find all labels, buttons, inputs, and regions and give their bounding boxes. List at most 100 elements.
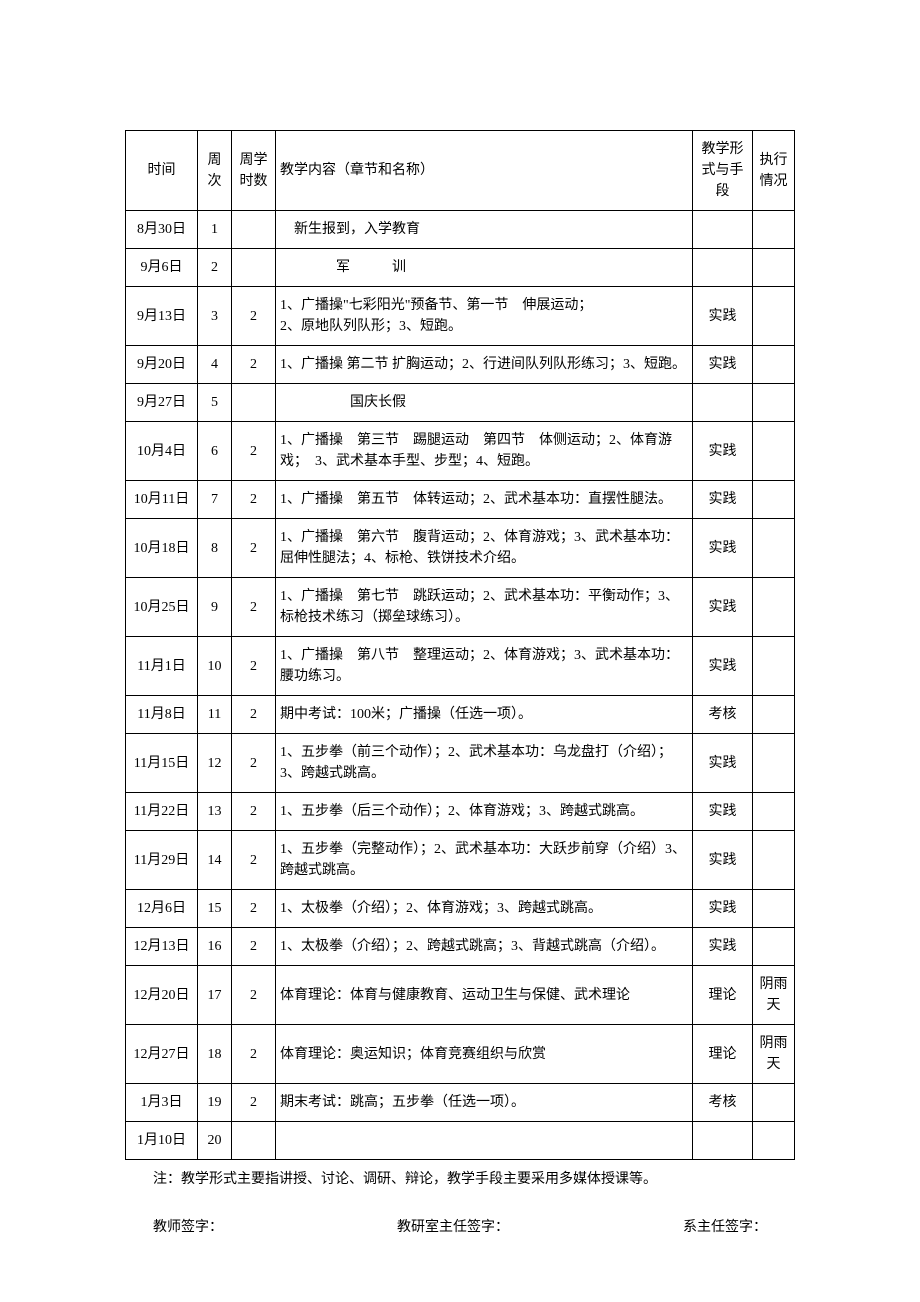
cell-content: 1、广播操 第八节 整理运动；2、体育游戏；3、武术基本功：腰功练习。 [276,637,693,696]
cell-week: 5 [198,384,232,422]
col-exec: 执行情况 [753,131,795,211]
cell-exec [753,578,795,637]
cell-time: 10月11日 [126,481,198,519]
table-row: 11月29日1421、五步拳（完整动作）；2、武术基本功：大跃步前穿（介绍）3、… [126,831,795,890]
cell-time: 12月27日 [126,1025,198,1084]
table-row: 12月27日182体育理论：奥运知识；体育竞赛组织与欣赏理论阴雨天 [126,1025,795,1084]
cell-hours: 2 [232,481,276,519]
cell-time: 10月4日 [126,422,198,481]
cell-time: 9月6日 [126,249,198,287]
cell-week: 6 [198,422,232,481]
cell-form: 实践 [693,734,753,793]
cell-form: 实践 [693,793,753,831]
cell-form: 实践 [693,831,753,890]
cell-exec [753,734,795,793]
cell-hours: 2 [232,696,276,734]
cell-content: 1、广播操 第七节 跳跃运动；2、武术基本功：平衡动作；3、标枪技术练习（掷垒球… [276,578,693,637]
table-row: 9月20日421、广播操 第二节 扩胸运动；2、行进间队列队形练习；3、短跑。实… [126,346,795,384]
cell-hours: 2 [232,637,276,696]
cell-time: 1月3日 [126,1084,198,1122]
cell-time: 10月25日 [126,578,198,637]
cell-exec [753,890,795,928]
cell-content: 1、广播操 第五节 体转运动；2、武术基本功：直摆性腿法。 [276,481,693,519]
schedule-table: 时间 周次 周学时数 教学内容（章节和名称） 教学形式与手段 执行情况 8月30… [125,130,795,1160]
cell-form [693,384,753,422]
cell-time: 12月6日 [126,890,198,928]
table-body: 8月30日1 新生报到，入学教育9月6日2 军 训9月13日321、广播操"七彩… [126,211,795,1160]
cell-hours [232,249,276,287]
cell-time: 10月18日 [126,519,198,578]
cell-week: 19 [198,1084,232,1122]
cell-exec [753,793,795,831]
cell-form: 实践 [693,346,753,384]
cell-time: 11月22日 [126,793,198,831]
cell-week: 7 [198,481,232,519]
cell-content: 1、太极拳（介绍）；2、跨越式跳高；3、背越式跳高（介绍）。 [276,928,693,966]
table-row: 12月13日1621、太极拳（介绍）；2、跨越式跳高；3、背越式跳高（介绍）。实… [126,928,795,966]
col-content: 教学内容（章节和名称） [276,131,693,211]
cell-week: 17 [198,966,232,1025]
cell-hours: 2 [232,346,276,384]
footnote: 注：教学形式主要指讲授、讨论、调研、辩论，教学手段主要采用多媒体授课等。 [125,1168,795,1188]
cell-time: 11月15日 [126,734,198,793]
table-row: 8月30日1 新生报到，入学教育 [126,211,795,249]
signature-dept: 教研室主任签字： [397,1216,509,1236]
cell-exec [753,481,795,519]
cell-content: 期中考试：100米；广播操（任选一项）。 [276,696,693,734]
cell-week: 1 [198,211,232,249]
table-row: 12月6日1521、太极拳（介绍）；2、体育游戏；3、跨越式跳高。实践 [126,890,795,928]
table-row: 11月8日112期中考试：100米；广播操（任选一项）。考核 [126,696,795,734]
cell-hours: 2 [232,793,276,831]
cell-hours: 2 [232,831,276,890]
cell-content: 1、广播操 第六节 腹背运动；2、体育游戏；3、武术基本功：屈伸性腿法；4、标枪… [276,519,693,578]
cell-exec [753,696,795,734]
cell-week: 8 [198,519,232,578]
cell-form: 理论 [693,966,753,1025]
cell-exec [753,384,795,422]
document-page: 时间 周次 周学时数 教学内容（章节和名称） 教学形式与手段 执行情况 8月30… [0,0,920,1296]
cell-time: 9月20日 [126,346,198,384]
cell-hours: 2 [232,578,276,637]
cell-exec: 阴雨天 [753,1025,795,1084]
table-row: 10月4日621、广播操 第三节 踢腿运动 第四节 体侧运动；2、体育游戏； 3… [126,422,795,481]
cell-exec [753,831,795,890]
cell-exec [753,287,795,346]
cell-week: 10 [198,637,232,696]
col-week: 周次 [198,131,232,211]
table-row: 9月13日321、广播操"七彩阳光"预备节、第一节 伸展运动；2、原地队列队形；… [126,287,795,346]
cell-exec [753,211,795,249]
cell-hours: 2 [232,928,276,966]
cell-form: 实践 [693,519,753,578]
cell-week: 2 [198,249,232,287]
table-row: 1月10日20 [126,1122,795,1160]
cell-content: 军 训 [276,249,693,287]
cell-exec [753,1122,795,1160]
cell-form: 实践 [693,287,753,346]
table-row: 11月1日1021、广播操 第八节 整理运动；2、体育游戏；3、武术基本功：腰功… [126,637,795,696]
cell-form: 理论 [693,1025,753,1084]
cell-time: 11月1日 [126,637,198,696]
cell-exec [753,637,795,696]
cell-week: 12 [198,734,232,793]
table-row: 10月25日921、广播操 第七节 跳跃运动；2、武术基本功：平衡动作；3、标枪… [126,578,795,637]
cell-week: 15 [198,890,232,928]
cell-form: 实践 [693,481,753,519]
cell-form: 实践 [693,928,753,966]
cell-content [276,1122,693,1160]
cell-content: 1、广播操"七彩阳光"预备节、第一节 伸展运动；2、原地队列队形；3、短跑。 [276,287,693,346]
cell-time: 12月20日 [126,966,198,1025]
cell-content: 1、五步拳（完整动作）；2、武术基本功：大跃步前穿（介绍）3、跨越式跳高。 [276,831,693,890]
cell-exec [753,346,795,384]
cell-hours: 2 [232,966,276,1025]
cell-hours: 2 [232,519,276,578]
cell-form: 考核 [693,1084,753,1122]
cell-hours: 2 [232,1084,276,1122]
col-time: 时间 [126,131,198,211]
cell-form [693,211,753,249]
cell-hours: 2 [232,1025,276,1084]
cell-content: 1、广播操 第三节 踢腿运动 第四节 体侧运动；2、体育游戏； 3、武术基本手型… [276,422,693,481]
cell-exec [753,249,795,287]
cell-week: 16 [198,928,232,966]
cell-exec [753,422,795,481]
cell-form: 实践 [693,578,753,637]
